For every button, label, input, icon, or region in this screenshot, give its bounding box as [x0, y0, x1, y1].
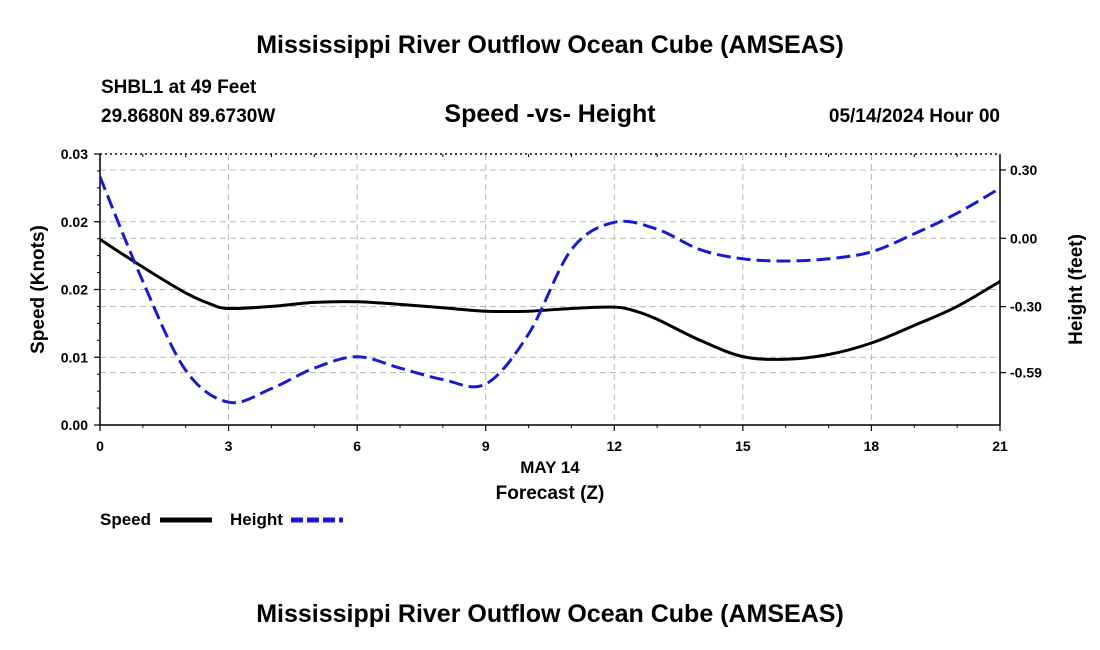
x-tick-label: 6 — [353, 438, 361, 454]
x-tick-label: 9 — [482, 438, 490, 454]
y2-tick-label: -0.30 — [1010, 299, 1042, 315]
x-axis-title: Forecast (Z) — [495, 483, 605, 504]
speed-series-line — [99, 238, 1001, 361]
y2-tick-label: 0.00 — [1010, 230, 1037, 246]
coordinates-label: 29.8680N 89.6730W — [101, 106, 276, 127]
tick-layer: 0 3 6 9 12 15 18 21 0.00 0.01 0.02 0.02 0.03 0.30 0.00… — [28, 146, 1087, 454]
y2-tick-label: -0.59 — [1010, 365, 1042, 381]
chart-title: Speed -vs- Height — [444, 100, 656, 128]
y2-tick-label: 0.30 — [1010, 162, 1037, 178]
y-axis-title: Speed (Knots) — [28, 225, 49, 354]
x-tick-label: 18 — [864, 438, 880, 454]
y2-axis-title: Height (feet) — [1066, 234, 1087, 345]
x-tick-label: 0 — [96, 438, 104, 454]
x-tick-label: 15 — [735, 438, 751, 454]
series-layer — [98, 176, 1001, 405]
y-tick-label: 0.00 — [61, 417, 88, 433]
y-tick-label: 0.02 — [61, 214, 88, 230]
y-tick-label: 0.03 — [61, 146, 88, 162]
grid-layer — [100, 154, 1000, 425]
footer-title: Mississippi River Outflow Ocean Cube (AM… — [256, 600, 844, 628]
y-tick-label: 0.01 — [61, 349, 88, 365]
page-title: Mississippi River Outflow Ocean Cube (AM… — [256, 31, 844, 59]
x-sublabel: MAY 14 — [520, 458, 580, 477]
x-tick-label: 3 — [225, 438, 233, 454]
station-label: SHBL1 at 49 Feet — [101, 77, 257, 98]
height-series-line — [98, 176, 1001, 405]
legend-speed-label: Speed — [100, 510, 152, 529]
x-tick-label: 12 — [606, 438, 622, 454]
legend-height-label: Height — [230, 510, 283, 529]
datetime-label: 05/14/2024 Hour 00 — [828, 106, 1000, 127]
y-tick-label: 0.02 — [61, 282, 88, 298]
x-tick-label: 21 — [992, 438, 1008, 454]
